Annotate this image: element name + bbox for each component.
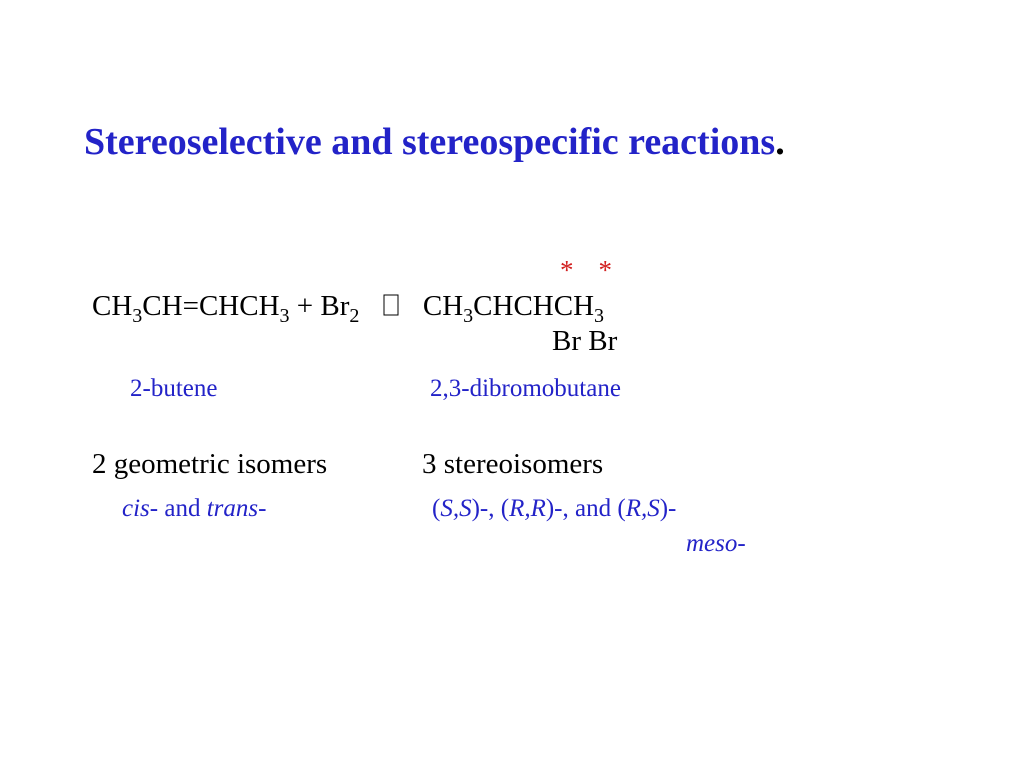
trans-text: trans [207,495,258,522]
stereoisomers: 3 stereoisomers [422,448,603,481]
isomers-counts: 2 geometric isomers3 stereoisomers [92,448,603,481]
meso-label: meso- [686,530,746,558]
plus: + [290,290,321,322]
cis-text: cis [122,495,150,522]
close: )- [660,495,677,522]
reactant-sub1: 3 [132,305,142,327]
reactant-sub2: 3 [280,305,290,327]
cis-trans: cis- and trans- [122,495,432,523]
product-sub1: 3 [463,305,473,327]
reactant-ch3a: CH [92,290,132,322]
ss: S,S [440,495,471,522]
product-mid: CHCHCH [473,290,594,322]
chiral-center-stars: ** [560,255,612,286]
reaction-equation: CH3CH=CHCH3 + Br2 CH3CHCHCH3 [92,290,604,328]
rr: R,R [509,495,546,522]
mid2: )-, and ( [546,495,626,522]
product-substituents: Br Br [552,325,617,358]
rs: R,S [626,495,660,522]
geometric-isomers: 2 geometric isomers [92,448,422,481]
cis-dash2: - [258,495,266,522]
star-1: * [560,255,574,285]
cis-dash1: - and [150,495,207,522]
slide: Stereoselective and stereospecific react… [0,0,1024,768]
ss-rr-rs: (S,S)-, (R,R)-, and (R,S)- [432,495,676,523]
arrow-icon [381,292,401,326]
br2-sub: 2 [349,305,359,327]
product-ch3a: CH [423,290,463,322]
star-2: * [599,255,613,285]
product-sub2: 3 [594,305,604,327]
label-2-butene: 2-butene [130,375,430,403]
compound-labels: 2-butene2,3-dibromobutane [130,375,621,403]
slide-title: Stereoselective and stereospecific react… [84,120,785,164]
title-period: . [775,121,785,163]
br2-br: Br [320,290,349,322]
label-dibromobutane: 2,3-dibromobutane [430,375,621,403]
title-text: Stereoselective and stereospecific react… [84,121,775,163]
reactant-mid: CH=CHCH [142,290,279,322]
mid1: )-, ( [472,495,509,522]
isomer-descriptors: cis- and trans-(S,S)-, (R,R)-, and (R,S)… [122,495,676,523]
